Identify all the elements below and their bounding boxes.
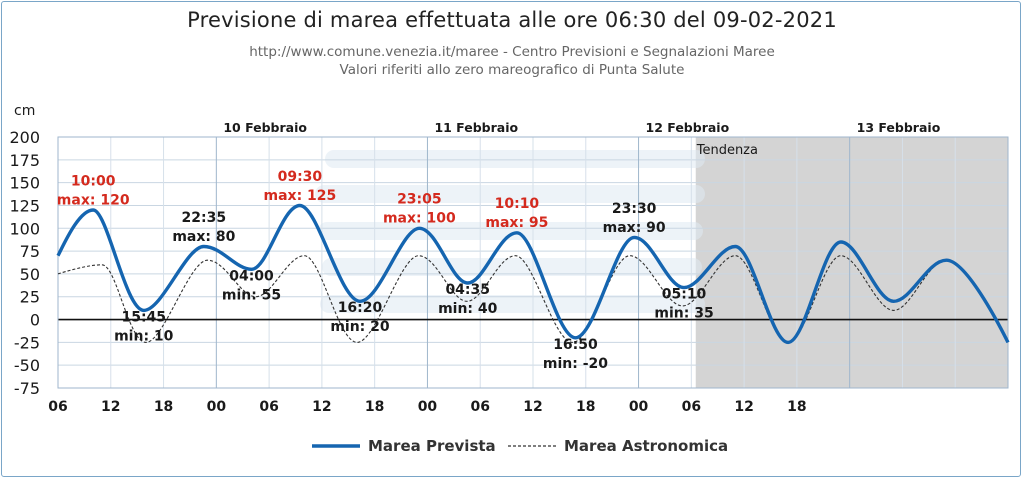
plot-border	[57, 136, 1009, 389]
x-tick-label: 18	[787, 399, 806, 415]
legend-item-forecast: Marea Prevista	[312, 437, 496, 455]
day-label: 11 Febbraio	[434, 120, 518, 135]
day-label: 13 Febbraio	[857, 120, 941, 135]
legend-item-astronomical: Marea Astronomica	[508, 437, 728, 455]
x-tick-label: 06	[48, 399, 67, 415]
annotation-time: 10:00	[71, 173, 116, 189]
y-axis-label: cm	[14, 103, 35, 119]
series-line-forecast	[56, 203, 1010, 345]
annotation-time: 16:20	[338, 300, 383, 316]
y-tick-label: 175	[9, 151, 40, 170]
x-tick-label: 12	[312, 399, 331, 415]
annotation-time: 04:00	[229, 268, 274, 284]
annotation-value: max: 95	[485, 215, 548, 231]
annotation-value: max: 125	[264, 188, 337, 204]
tide-chart: 200 175 150 125 100 75 50 25 0 -25 -50 -75 cm 06 12 18 0…	[9, 103, 1010, 415]
chart-title: Previsione di marea effettuata alle ore …	[187, 8, 837, 32]
y-tick-label: 100	[9, 219, 40, 238]
annotation-time: 16:50	[553, 337, 598, 353]
chart-subtitle-reference: Valori riferiti allo zero mareografico d…	[339, 62, 685, 78]
watermark-band	[320, 295, 705, 313]
legend-astronomical-swatch	[508, 445, 556, 447]
annotation-time: 04:35	[445, 282, 490, 298]
y-tick-label: 75	[20, 242, 40, 261]
y-tick-label: -75	[14, 379, 40, 398]
y-tick-label: 150	[9, 174, 40, 193]
x-tick-label: 00	[629, 399, 649, 415]
annotation-time: 15:45	[121, 309, 166, 325]
x-tick-label: 18	[154, 399, 173, 415]
annotation-value: min: 55	[222, 287, 281, 303]
annotation-time: 22:35	[182, 210, 227, 226]
y-tick-label: 50	[20, 265, 40, 284]
annotation-value: max: 100	[383, 211, 456, 227]
x-tick-label: 12	[101, 399, 120, 415]
annotation-value: min: 20	[330, 319, 390, 335]
y-tick-label: -50	[14, 356, 40, 375]
x-tick-label: 12	[523, 399, 542, 415]
y-tick-label: -25	[14, 333, 40, 352]
annotation-time: 05:10	[662, 287, 707, 303]
legend-forecast-label: Marea Prevista	[368, 437, 496, 455]
trend-label: Tendenza	[696, 143, 758, 158]
legend-astronomical-label: Marea Astronomica	[564, 437, 729, 455]
x-tick-label: 18	[365, 399, 384, 415]
annotation-value: min: -20	[543, 356, 608, 372]
x-tick-label: 12	[734, 399, 753, 415]
annotation-time: 09:30	[278, 169, 323, 185]
x-tick-label: 00	[207, 399, 227, 415]
annotation-time: 23:05	[397, 192, 442, 208]
y-tick-label: 0	[30, 311, 40, 330]
annotation-value: min: 35	[654, 306, 713, 322]
y-tick-label: 200	[9, 128, 40, 147]
y-tick-label: 25	[20, 288, 40, 307]
x-tick-label: 06	[259, 399, 278, 415]
legend-forecast-swatch	[312, 444, 360, 448]
day-label: 10 Febbraio	[223, 120, 307, 135]
legend: Marea Prevista Marea Astronomica	[0, 437, 1024, 459]
series-line-astronomical	[57, 255, 1009, 343]
annotation-value: min: 40	[438, 301, 498, 317]
watermark-band	[315, 185, 705, 203]
watermark-band	[325, 150, 705, 168]
x-tick-label: 00	[418, 399, 438, 415]
y-tick-label: 125	[9, 196, 40, 215]
annotation-time: 10:10	[495, 196, 540, 212]
annotation-value: min: 10	[114, 328, 174, 344]
chart-subtitle-source: http://www.comune.venezia.it/maree - Cen…	[249, 44, 775, 60]
x-tick-label: 06	[470, 399, 489, 415]
watermark-band	[322, 258, 702, 276]
day-label: 12 Febbraio	[646, 120, 730, 135]
annotation-time: 23:30	[612, 201, 657, 217]
x-tick-label: 18	[576, 399, 595, 415]
annotation-value: max: 90	[603, 220, 666, 236]
x-tick-label: 06	[682, 399, 701, 415]
watermark-band	[318, 222, 703, 240]
annotation-value: max: 120	[57, 192, 130, 208]
annotation-value: max: 80	[172, 229, 235, 245]
